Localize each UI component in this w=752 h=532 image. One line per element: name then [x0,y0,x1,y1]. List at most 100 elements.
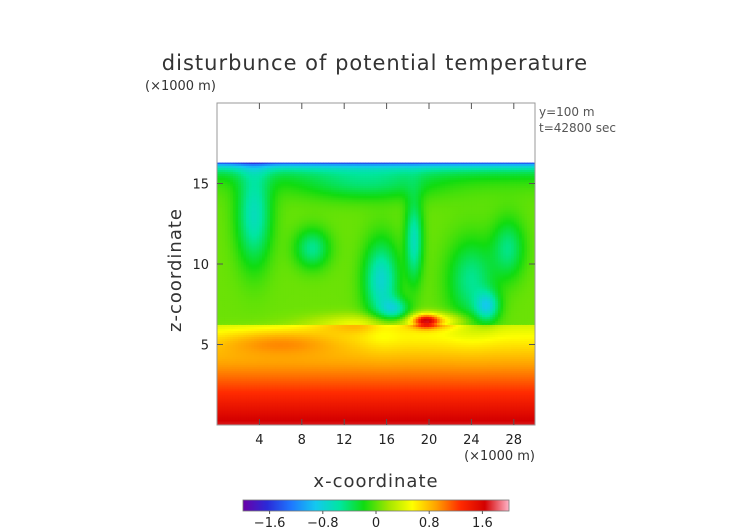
heatmap-cell [283,304,287,307]
heatmap-cell [259,245,263,249]
heatmap-cell [272,259,276,263]
heatmap-cell [243,314,247,317]
heatmap-cell [270,412,274,416]
heatmap-cell [275,231,279,235]
heatmap-cell [217,231,221,235]
heatmap-cell [235,376,239,380]
heatmap-cell [224,221,229,225]
heatmap-cell [238,187,242,191]
heatmap-cell [283,211,287,215]
heatmap-cell [240,292,245,295]
heatmap-cell [224,374,229,378]
heatmap-cell [219,312,223,315]
heatmap-cell [219,205,223,209]
heatmap-cell [275,286,279,289]
heatmap-cell [238,193,242,197]
heatmap-cell [280,392,284,396]
heatmap-cell [227,318,231,321]
heatmap-cell [235,296,239,299]
heatmap-cell [232,332,237,336]
heatmap-cell [264,203,268,207]
heatmap-cell [222,264,226,267]
heatmap-cell [267,165,271,168]
heatmap-cell [288,322,292,325]
heatmap-cell [251,225,255,229]
heatmap-cell [259,300,263,303]
heatmap-cell [219,320,223,323]
heatmap-cell [262,251,266,255]
heatmap-cell [259,179,263,183]
heatmap-cell [270,400,274,404]
heatmap-cell [267,211,271,215]
heatmap-cell [277,282,282,285]
heatmap-cell [230,382,234,386]
heatmap-cell [254,406,258,410]
heatmap-cell [251,177,255,181]
heatmap-cell [259,404,263,408]
heatmap-cell [272,257,276,261]
heatmap-cell [256,348,260,352]
heatmap-cell [254,241,258,245]
heatmap-cell [254,189,258,193]
heatmap-cell [224,274,229,277]
heatmap-cell [280,362,284,366]
heatmap-cell [272,310,276,313]
heatmap-cell [275,296,279,299]
heatmap-cell [240,272,245,275]
heatmap-cell [256,167,260,171]
heatmap-cell [222,412,226,416]
heatmap-cell [259,259,263,263]
heatmap-cell [272,251,276,255]
heatmap-cell [254,300,258,303]
heatmap-cell [262,229,266,233]
heatmap-cell [280,266,284,269]
heatmap-cell [259,348,263,352]
heatmap-cell [232,241,237,245]
heatmap-cell [256,302,260,305]
heatmap-cell [288,282,292,285]
heatmap-cell [259,231,263,235]
heatmap-cell [224,219,229,223]
heatmap-cell [240,412,245,416]
heatmap-cell [240,358,245,362]
heatmap-cell [280,302,284,305]
heatmap-cell [280,404,284,408]
heatmap-cell [217,282,221,285]
heatmap-cell [272,398,276,402]
heatmap-cell [264,310,268,313]
heatmap-cell [238,163,242,166]
heatmap-cell [232,366,237,370]
heatmap-cell [230,282,234,285]
heatmap-cell [270,366,274,370]
heatmap-cell [283,215,287,219]
heatmap-cell [232,162,237,164]
heatmap-cell [235,396,239,400]
heatmap-cell [285,290,290,293]
heatmap-cell [283,332,287,336]
heatmap-cell [264,167,268,171]
heatmap-cell [217,243,221,247]
heatmap-cell [248,249,253,253]
heatmap-cell [277,368,282,372]
heatmap-cell [267,233,271,237]
heatmap-cell [217,195,221,199]
heatmap-cell [275,276,279,279]
heatmap-cell [262,382,266,386]
heatmap-cell [224,272,229,275]
heatmap-cell [222,390,226,394]
heatmap-cell [238,340,242,344]
heatmap-cell [256,249,260,253]
heatmap-cell [248,340,253,344]
heatmap-cell [224,422,229,425]
heatmap-cell [243,416,247,420]
heatmap-cell [224,416,229,420]
heatmap-cell [232,205,237,209]
heatmap-cell [240,322,245,325]
heatmap-cell [270,179,274,183]
heatmap-cell [217,259,221,263]
heatmap-cell [285,175,290,179]
heatmap-cell [264,354,268,358]
heatmap-cell [270,280,274,283]
heatmap-cell [275,304,279,307]
heatmap-cell [238,257,242,261]
